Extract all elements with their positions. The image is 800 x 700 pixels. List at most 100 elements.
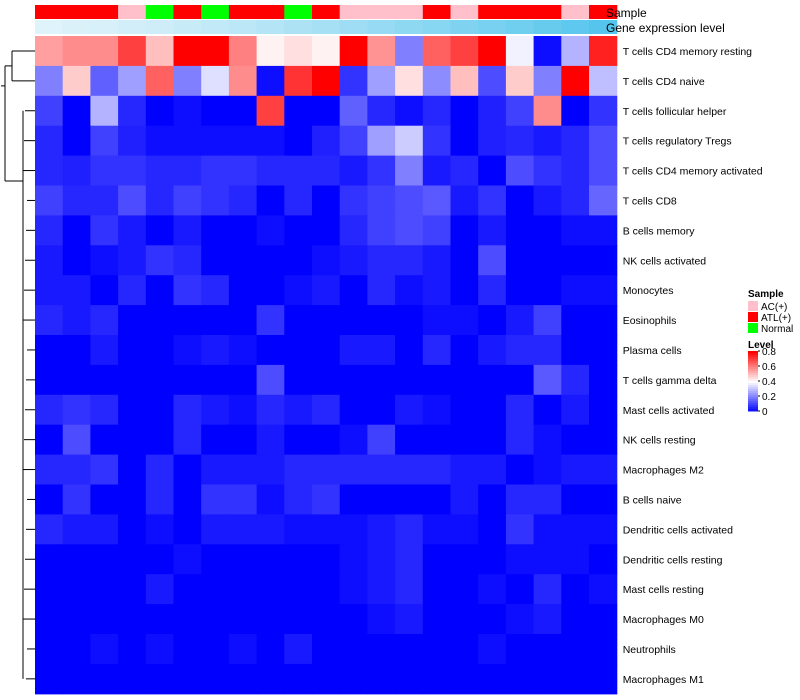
heatmap-cell [478,155,507,187]
heatmap-cell [173,305,202,336]
heatmap-cell [173,185,202,216]
heatmap-cell [367,454,396,486]
heatmap-cell [35,544,64,575]
heatmap-cell [90,514,119,545]
heatmap-cell [62,604,91,635]
heatmap-cell [145,245,175,276]
heatmap-cell [422,484,452,515]
heatmap-cell [284,185,313,216]
heatmap-cell [312,95,341,127]
heatmap-cell [118,394,147,426]
heatmap-cell [589,245,618,276]
row-label: Dendritic cells activated [623,524,733,536]
heatmap-cell [367,95,396,127]
heatmap-cell [367,215,396,246]
row-label: T cells CD4 naive [623,76,705,88]
heatmap-cell [90,65,119,97]
heatmap-cell [395,484,424,515]
heatmap-cell [533,514,562,545]
row-label: B cells memory [623,225,696,237]
heatmap-cell [478,394,507,426]
heatmap-cell [533,424,562,456]
heatmap-cell [145,125,175,157]
level-legend-gradient-step [748,371,758,374]
heatmap-cell [118,245,147,276]
heatmap-cell [339,215,368,246]
level-legend-gradient-step [748,387,758,390]
heatmap-cell [118,424,147,456]
heatmap-cell [62,215,91,246]
heatmap-cell [450,275,479,306]
level-legend-gradient-step [748,361,758,364]
row-label: Mast cells resting [623,584,704,596]
sample-annotation-cell [256,5,285,19]
heatmap-cell [90,125,119,157]
heatmap-cell [201,215,230,246]
level-legend-gradient-step [748,391,758,394]
heatmap-cell [422,574,452,605]
sample-legend-swatch [748,301,758,311]
level-legend-gradient-step [748,407,758,410]
heatmap-cell [118,574,147,605]
sample-annotation-cell [35,5,64,19]
heatmap-cell [339,604,368,635]
heatmap-cell [118,65,147,97]
heatmap-cell [35,424,64,456]
sample-annotation-cell [201,5,230,19]
heatmap-cell [312,125,341,157]
heatmap-cell [62,335,91,366]
heatmap-cell [228,424,258,456]
level-legend-gradient-step [748,353,758,356]
heatmap-cell [173,544,202,575]
heatmap-cell [312,275,341,306]
heatmap-cell [173,65,202,97]
heatmap-cell [118,604,147,635]
heatmap-cell [422,364,452,396]
heatmap-cell [589,305,618,336]
heatmap-cell [589,454,618,486]
row-label: Plasma cells [623,345,682,357]
expression-annotation-cell [395,20,424,34]
heatmap-cell [450,484,479,515]
heatmap-cell [256,305,285,336]
heatmap-cell [90,544,119,575]
heatmap-cell [62,36,91,67]
heatmap-cell [478,65,507,97]
heatmap-cell [201,185,230,216]
heatmap-cell [422,155,452,187]
heatmap-cell [589,663,618,695]
heatmap-cell [35,185,64,216]
heatmap-cell [533,275,562,306]
level-legend-gradient-step [748,393,758,396]
heatmap-cell [312,335,341,366]
heatmap-cell [395,335,424,366]
heatmap-cell [450,65,479,97]
heatmap-cell [201,125,230,157]
heatmap-cell [173,484,202,515]
level-legend-gradient-step [748,379,758,382]
heatmap-cell [505,125,535,157]
heatmap-cell [62,454,91,486]
expression-annotation-cell [145,20,175,34]
heatmap-cell [395,514,424,545]
heatmap-cell [339,36,368,67]
heatmap-cell [450,155,479,187]
heatmap-cell [228,95,258,127]
heatmap-cell [450,454,479,486]
heatmap-cell [256,155,285,187]
heatmap-cell [367,335,396,366]
level-legend-gradient-step [748,377,758,380]
heatmap-cell [90,574,119,605]
heatmap-cell [284,394,313,426]
heatmap-cell [228,544,258,575]
expression-annotation-cell [505,20,535,34]
heatmap-cell [201,245,230,276]
heatmap-cell [228,484,258,515]
heatmap-cell [478,514,507,545]
heatmap-cell [284,544,313,575]
level-legend-gradient-step [748,409,758,412]
heatmap-cell [145,65,175,97]
heatmap-cell [312,454,341,486]
heatmap-cell [284,604,313,635]
